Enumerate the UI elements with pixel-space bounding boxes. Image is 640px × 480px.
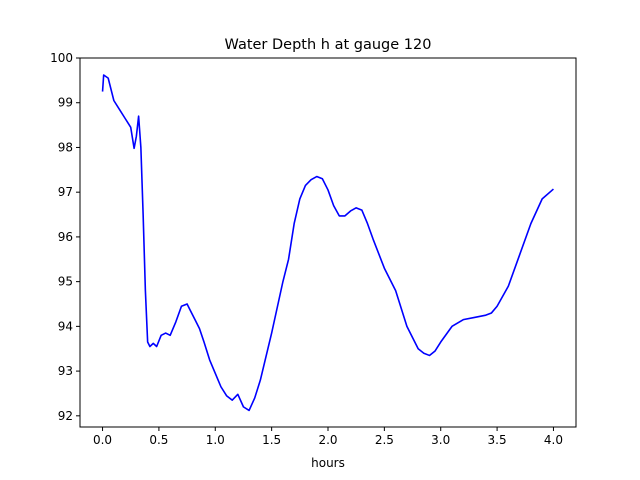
plot-area — [101, 74, 554, 412]
x-tick-label: 3.5 — [488, 433, 507, 447]
plot-frame — [79, 57, 577, 428]
x-tick-label: 3.0 — [431, 433, 450, 447]
x-tick-label: 2.5 — [375, 433, 394, 447]
x-axis-label: hours — [311, 456, 345, 470]
x-tick-label: 4.0 — [544, 433, 563, 447]
y-tick-label: 95 — [58, 275, 73, 289]
x-tick-label: 0.0 — [93, 433, 112, 447]
y-tick-label: 93 — [58, 364, 73, 378]
x-tick-label: 1.5 — [262, 433, 281, 447]
y-tick-label: 99 — [58, 96, 73, 110]
x-tick-label: 1.0 — [206, 433, 225, 447]
y-tick-label: 92 — [58, 409, 73, 423]
x-tick-label: 0.5 — [149, 433, 168, 447]
x-tick-label: 2.0 — [318, 433, 337, 447]
y-tick-label: 94 — [58, 319, 73, 333]
y-tick-label: 100 — [50, 51, 73, 65]
series-line-0 — [101, 74, 554, 412]
y-tick-label: 97 — [58, 185, 73, 199]
chart-title: Water Depth h at gauge 120 — [225, 37, 432, 53]
y-tick-label: 96 — [58, 230, 73, 244]
axis-ticks: 0.0 0.5 1.0 1.5 2.0 2.5 3.0 3.5 4.0 92 93 94 95 96 97 9… — [50, 51, 563, 447]
y-tick-label: 98 — [58, 140, 73, 154]
